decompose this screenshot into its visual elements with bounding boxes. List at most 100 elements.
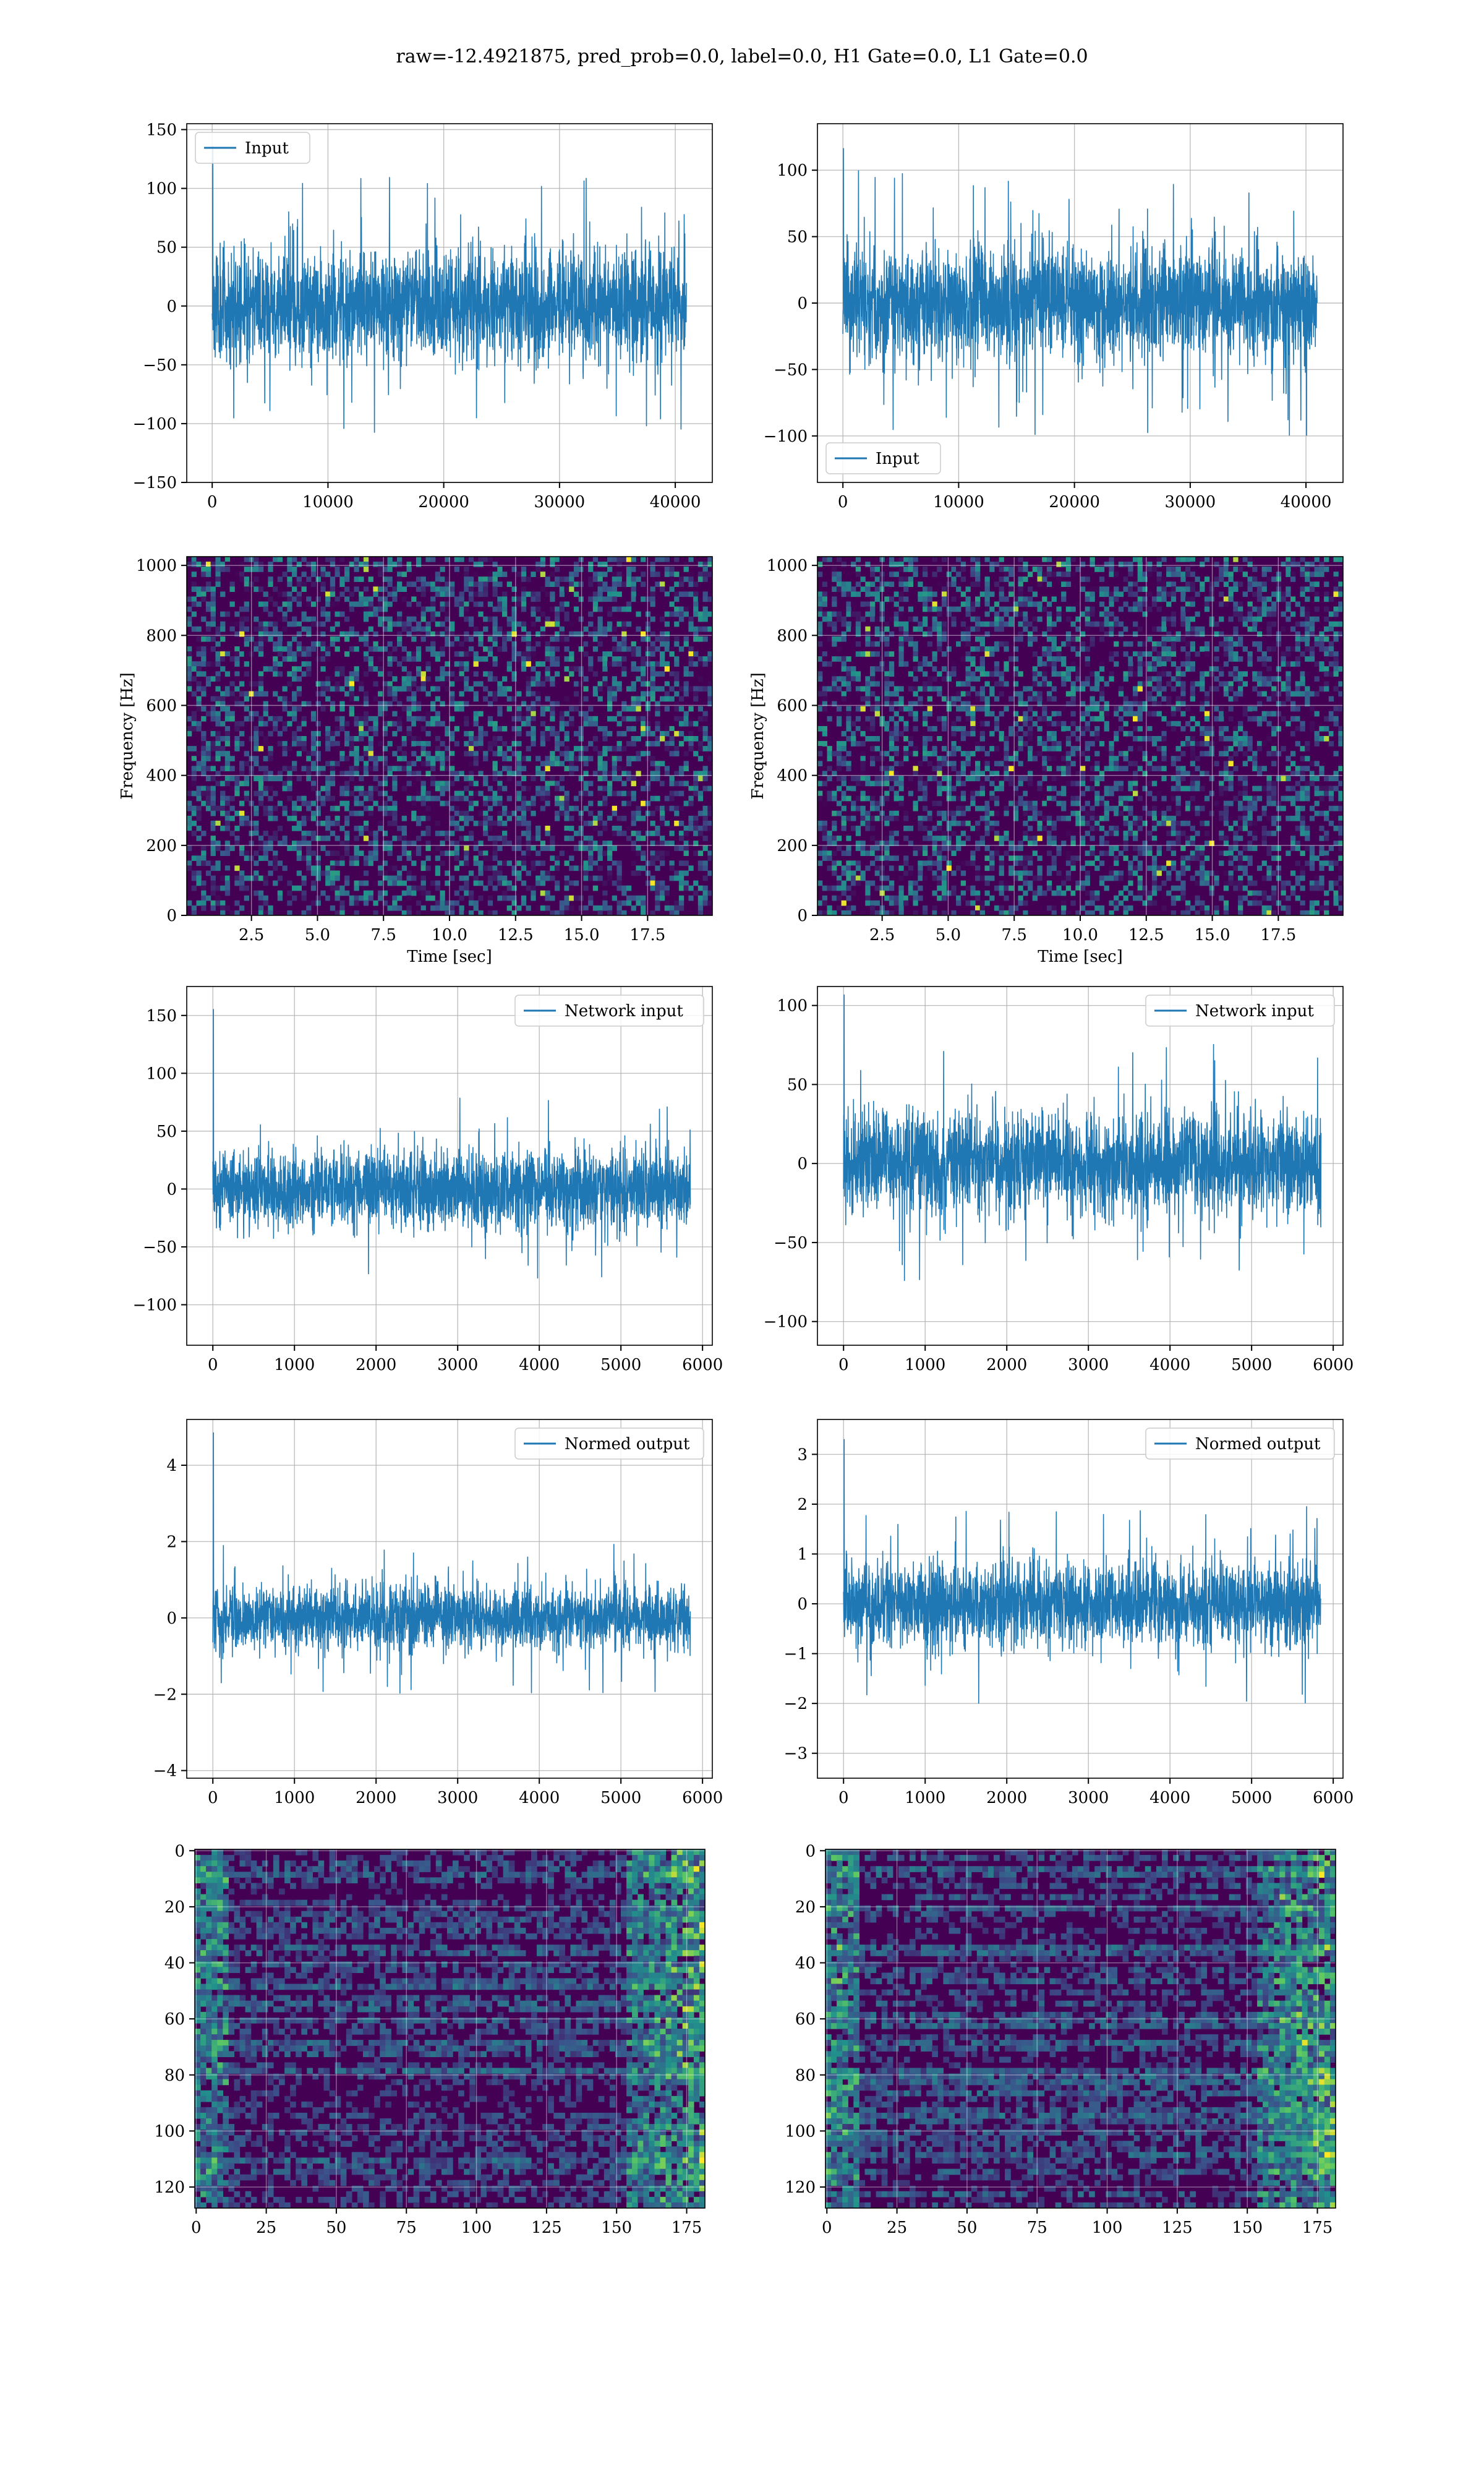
heatmap-cell bbox=[249, 567, 254, 572]
x-tick-label: 10000 bbox=[933, 493, 984, 511]
heatmap-cell bbox=[583, 686, 589, 692]
heatmap-cell bbox=[602, 746, 608, 751]
heatmap-cell bbox=[483, 800, 488, 807]
heatmap-cell bbox=[382, 880, 388, 886]
heatmap-cell bbox=[822, 771, 827, 777]
heatmap-cell bbox=[502, 636, 508, 642]
heatmap-cell bbox=[592, 865, 599, 871]
heatmap-cell bbox=[416, 741, 422, 747]
heatmap-cell bbox=[621, 900, 627, 906]
heatmap-cell bbox=[674, 781, 680, 787]
heatmap-cell bbox=[273, 716, 278, 722]
heatmap-cell bbox=[473, 820, 479, 826]
heatmap-cell bbox=[884, 841, 890, 846]
heatmap-cell bbox=[636, 805, 641, 811]
heatmap-cell bbox=[454, 557, 459, 562]
heatmap-cell bbox=[688, 736, 694, 742]
heatmap-cell bbox=[994, 885, 1000, 891]
heatmap-cell bbox=[960, 621, 966, 627]
heatmap-cell bbox=[707, 626, 713, 632]
heatmap-cell bbox=[937, 666, 942, 672]
heatmap-cell bbox=[450, 586, 455, 592]
heatmap-cell bbox=[516, 706, 522, 712]
heatmap-cell bbox=[406, 875, 412, 881]
heatmap-cell bbox=[975, 831, 981, 836]
heatmap-cell bbox=[277, 646, 283, 652]
heatmap-cell bbox=[664, 557, 670, 562]
heatmap-cell bbox=[669, 841, 675, 846]
heatmap-cell bbox=[588, 666, 594, 672]
heatmap-cell bbox=[531, 726, 536, 732]
heatmap-cell bbox=[382, 761, 388, 766]
heatmap-cell bbox=[631, 741, 636, 747]
heatmap-cell bbox=[631, 686, 636, 692]
heatmap-cell bbox=[435, 711, 441, 717]
heatmap-cell bbox=[616, 621, 622, 627]
heatmap-cell bbox=[205, 800, 211, 807]
heatmap-cell bbox=[502, 611, 508, 617]
heatmap-cell bbox=[583, 910, 589, 916]
heatmap-cell bbox=[401, 646, 407, 652]
heatmap-cell bbox=[965, 751, 971, 756]
heatmap-cell bbox=[641, 785, 646, 792]
heatmap-cell bbox=[397, 686, 403, 692]
heatmap-cell bbox=[937, 611, 942, 617]
heatmap-cell bbox=[220, 850, 226, 856]
heatmap-cell bbox=[855, 571, 861, 577]
heatmap-cell bbox=[893, 591, 899, 597]
heatmap-cell bbox=[430, 606, 436, 612]
heatmap-cell bbox=[688, 621, 694, 627]
heatmap-cell bbox=[373, 910, 378, 916]
heatmap-cell bbox=[382, 721, 388, 727]
heatmap-cell bbox=[459, 641, 464, 647]
heatmap-cell bbox=[354, 836, 359, 841]
heatmap-cell bbox=[1004, 571, 1009, 577]
heatmap-cell bbox=[631, 860, 636, 867]
heatmap-cell bbox=[234, 651, 240, 657]
heatmap-cell bbox=[330, 776, 336, 782]
heatmap-cell bbox=[521, 567, 527, 572]
heatmap-cell bbox=[521, 766, 527, 771]
heatmap-cell bbox=[516, 711, 522, 717]
heatmap-cell bbox=[277, 895, 283, 901]
heatmap-cell bbox=[946, 696, 952, 702]
heatmap-cell bbox=[893, 761, 899, 766]
heatmap-cell bbox=[401, 596, 407, 602]
heatmap-cell bbox=[1004, 706, 1009, 712]
heatmap-cell bbox=[315, 895, 321, 901]
heatmap-cell bbox=[430, 761, 436, 766]
heatmap-cell bbox=[893, 746, 899, 751]
heatmap-cell bbox=[330, 766, 336, 771]
heatmap-cell bbox=[631, 726, 636, 732]
heatmap-cell bbox=[655, 761, 660, 766]
heatmap-cell bbox=[913, 656, 918, 662]
heatmap-cell bbox=[607, 606, 613, 612]
heatmap-cell bbox=[956, 696, 962, 702]
heatmap-cell bbox=[889, 841, 895, 846]
heatmap-cell bbox=[397, 701, 403, 707]
heatmap-cell bbox=[516, 805, 522, 811]
heatmap-cell bbox=[478, 641, 484, 647]
heatmap-cell bbox=[359, 596, 364, 602]
heatmap-cell bbox=[420, 616, 426, 622]
heatmap-cell bbox=[310, 736, 317, 742]
heatmap-cell bbox=[325, 736, 331, 742]
heatmap-cell bbox=[258, 875, 264, 881]
heatmap-cell bbox=[506, 895, 512, 901]
heatmap-cell bbox=[588, 621, 594, 627]
heatmap-cell bbox=[621, 701, 627, 707]
heatmap-cell bbox=[478, 557, 484, 562]
heatmap-cell bbox=[1004, 885, 1009, 891]
heatmap-cell bbox=[918, 860, 923, 867]
heatmap-cell bbox=[707, 826, 713, 831]
heatmap-cell bbox=[325, 850, 331, 856]
heatmap-cell bbox=[870, 736, 876, 742]
heatmap-cell bbox=[387, 905, 393, 911]
heatmap-cell bbox=[406, 795, 412, 802]
heatmap-cell bbox=[626, 900, 632, 906]
heatmap-cell bbox=[263, 895, 268, 901]
heatmap-cell bbox=[636, 596, 641, 602]
heatmap-cell bbox=[483, 656, 488, 662]
heatmap-cell bbox=[927, 726, 932, 732]
heatmap-cell bbox=[526, 656, 531, 662]
